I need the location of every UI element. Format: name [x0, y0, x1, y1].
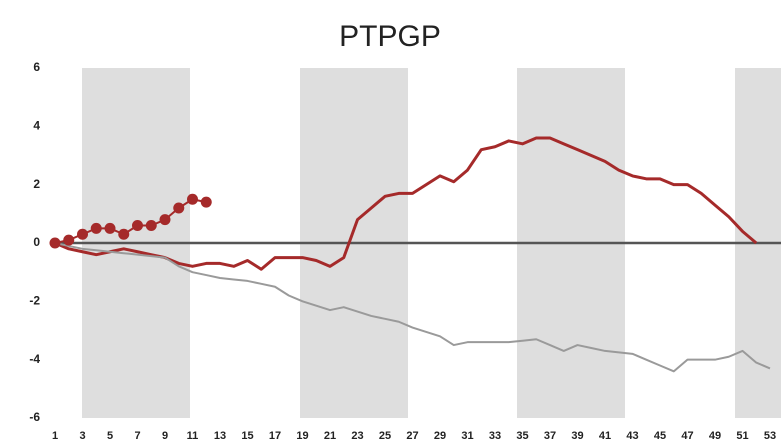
x-tick-label: 35: [516, 430, 528, 442]
chart-title: PTPGP: [339, 20, 441, 53]
x-tick-label: 5: [107, 430, 113, 442]
x-tick-label: 39: [571, 430, 583, 442]
marker: [63, 234, 75, 246]
marker: [132, 220, 143, 231]
marker: [49, 237, 61, 249]
x-tick-label: 13: [214, 430, 226, 442]
x-tick-label: 21: [324, 430, 336, 442]
x-tick-label: 31: [461, 430, 473, 442]
x-tick-label: 9: [162, 430, 168, 442]
x-tick-label: 15: [241, 430, 253, 442]
marker: [159, 214, 171, 226]
marker: [77, 228, 88, 240]
y-tick-label: 0: [33, 235, 40, 249]
y-tick-label: -6: [29, 410, 40, 424]
y-tick-label: 2: [33, 177, 40, 191]
x-tick-label: 41: [599, 430, 611, 442]
marker: [187, 193, 198, 205]
x-tick-label: 43: [626, 430, 638, 442]
x-tick-label: 47: [681, 430, 693, 442]
x-tick-label: 53: [764, 430, 776, 442]
marker: [118, 228, 130, 240]
x-tick-label: 1: [52, 430, 58, 442]
marker: [173, 202, 185, 214]
x-tick-label: 37: [544, 430, 556, 442]
y-tick-label: -2: [29, 294, 40, 308]
marker: [145, 220, 157, 231]
x-tick-label: 3: [79, 430, 85, 442]
marker: [200, 196, 212, 208]
x-tick-label: 45: [654, 430, 666, 442]
x-tick-label: 7: [134, 430, 140, 442]
x-tick-label: 11: [187, 430, 199, 442]
y-tick-label: -4: [29, 352, 40, 366]
y-tick-label: 6: [33, 60, 40, 74]
y-tick-label: 4: [33, 119, 40, 133]
marker: [104, 222, 116, 234]
x-tick-label: 29: [434, 430, 446, 442]
x-tick-label: 27: [406, 430, 418, 442]
x-tick-label: 49: [709, 430, 721, 442]
x-tick-label: 25: [379, 430, 391, 442]
x-tick-label: 23: [351, 430, 363, 442]
x-tick-label: 33: [489, 430, 501, 442]
series-line: [54, 136, 758, 271]
series-line: [54, 242, 771, 373]
x-tick-label: 19: [296, 430, 308, 442]
x-tick-label: 51: [736, 430, 748, 442]
x-tick-label: 17: [269, 430, 281, 442]
marker: [90, 222, 102, 234]
